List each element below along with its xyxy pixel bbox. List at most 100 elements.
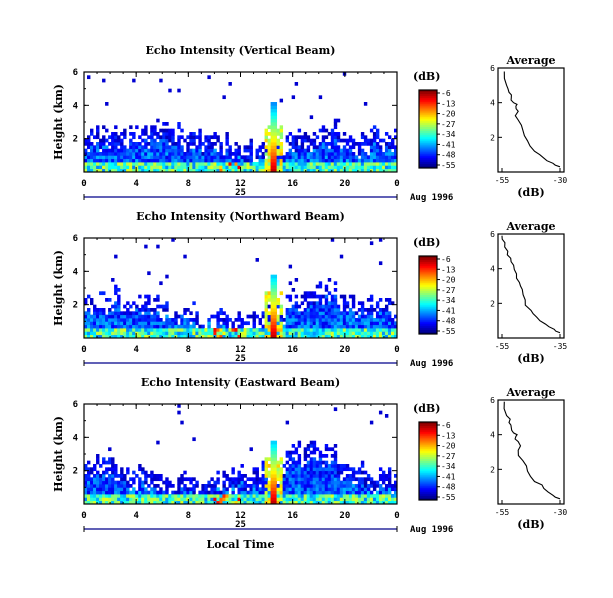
heatmap-cell — [102, 135, 106, 140]
heatmap-cell — [348, 477, 353, 482]
heatmap-cell — [210, 168, 214, 173]
heatmap-cell — [201, 155, 205, 160]
heatmap-cell — [123, 480, 127, 485]
heatmap-cell — [360, 500, 365, 505]
heatmap-cell — [393, 324, 398, 329]
heatmap-cell — [84, 168, 88, 173]
heatmap-cell — [207, 500, 211, 505]
heatmap-cell — [315, 331, 320, 336]
heatmap-cell — [198, 494, 202, 498]
heatmap-cell — [282, 168, 287, 173]
heatmap-cell — [309, 490, 314, 495]
heatmap-cell — [384, 314, 389, 319]
heatmap-cell — [369, 298, 374, 302]
heatmap-cell — [285, 155, 290, 160]
heatmap-cell — [219, 145, 223, 150]
colorbar-swatch — [419, 105, 437, 109]
colorbar-swatch — [419, 457, 437, 460]
heatmap-cell — [321, 494, 326, 498]
heatmap-cell — [276, 168, 281, 173]
heatmap-cell — [165, 162, 169, 166]
heatmap-cell — [138, 311, 142, 316]
heatmap-cell — [339, 467, 344, 472]
heatmap-cell — [159, 318, 163, 322]
heatmap-cell — [384, 474, 389, 478]
heatmap-cell — [339, 158, 344, 163]
heatmap-cell — [327, 321, 332, 326]
heatmap-cell — [189, 132, 193, 136]
heatmap-cell — [207, 480, 211, 485]
heatmap-cell — [129, 331, 133, 336]
heatmap-cell — [378, 500, 383, 505]
heatmap-cell — [309, 474, 314, 478]
heatmap-cell — [267, 464, 271, 468]
heatmap-cell — [237, 484, 241, 488]
heatmap-cell — [369, 142, 374, 146]
heatmap-cell — [270, 308, 275, 312]
heatmap-cell — [348, 497, 353, 502]
heatmap-cell — [291, 152, 296, 156]
heatmap-cell — [369, 158, 374, 163]
heatmap-cell — [138, 165, 142, 170]
heatmap-cell — [96, 318, 100, 322]
heatmap-cell — [324, 500, 329, 505]
heatmap-cell — [171, 238, 175, 242]
heatmap-cell — [159, 152, 163, 156]
heatmap-cell — [366, 474, 371, 478]
heatmap-cell — [117, 318, 121, 322]
heatmap-cell — [300, 467, 305, 472]
heatmap-cell — [156, 135, 160, 140]
heatmap-cell — [228, 148, 232, 153]
heatmap-cell — [303, 165, 308, 170]
heatmap-cell — [333, 148, 338, 153]
heatmap-cell — [90, 321, 94, 326]
heatmap-cell — [159, 487, 163, 492]
heatmap-cell — [339, 168, 344, 173]
colorbar-swatch — [419, 296, 437, 300]
heatmap-cell — [129, 328, 133, 332]
heatmap-cell — [156, 497, 160, 502]
heatmap-cell — [246, 477, 250, 482]
heatmap-cell — [102, 138, 106, 143]
heatmap-cell — [252, 467, 256, 472]
heatmap-cell — [327, 132, 332, 136]
heatmap-cell — [276, 128, 281, 133]
heatmap-cell — [213, 168, 217, 173]
heatmap-cell — [351, 294, 356, 299]
heatmap-cell — [165, 500, 169, 505]
heatmap-cell — [114, 138, 118, 143]
heatmap-cell — [312, 311, 317, 316]
heatmap-cell — [225, 324, 229, 329]
heatmap-cell — [225, 328, 229, 332]
heatmap-cell — [90, 494, 94, 498]
heatmap-cell — [372, 145, 377, 150]
heatmap-cell — [183, 162, 187, 166]
heatmap-cell — [186, 321, 190, 326]
colorbar-swatch — [419, 164, 437, 167]
heatmap-cell — [330, 128, 335, 133]
heatmap-cell — [108, 311, 112, 316]
heatmap-cell — [192, 500, 196, 505]
heatmap-cell — [315, 334, 320, 339]
heatmap-cell — [150, 331, 154, 336]
heatmap-cell — [162, 132, 166, 136]
heatmap-cell — [297, 497, 302, 502]
heatmap-cell — [303, 162, 308, 166]
heatmap-cell — [165, 142, 169, 146]
heatmap-cell — [120, 497, 124, 502]
heatmap-cell — [189, 477, 193, 482]
heatmap-cell — [378, 314, 383, 319]
heatmap-cell — [303, 490, 308, 495]
heatmap-cell — [231, 470, 235, 475]
heatmap-cell — [222, 155, 226, 160]
heatmap-cell — [330, 460, 335, 465]
heatmap-cell — [294, 497, 299, 502]
heatmap-cell — [381, 165, 386, 170]
heatmap-cell — [300, 138, 305, 143]
heatmap-cell — [315, 324, 320, 329]
heatmap-cell — [303, 477, 308, 482]
heatmap-cell — [291, 497, 296, 502]
heatmap-cell — [276, 158, 281, 163]
heatmap-cell — [357, 484, 362, 488]
heatmap-cell — [327, 487, 332, 492]
